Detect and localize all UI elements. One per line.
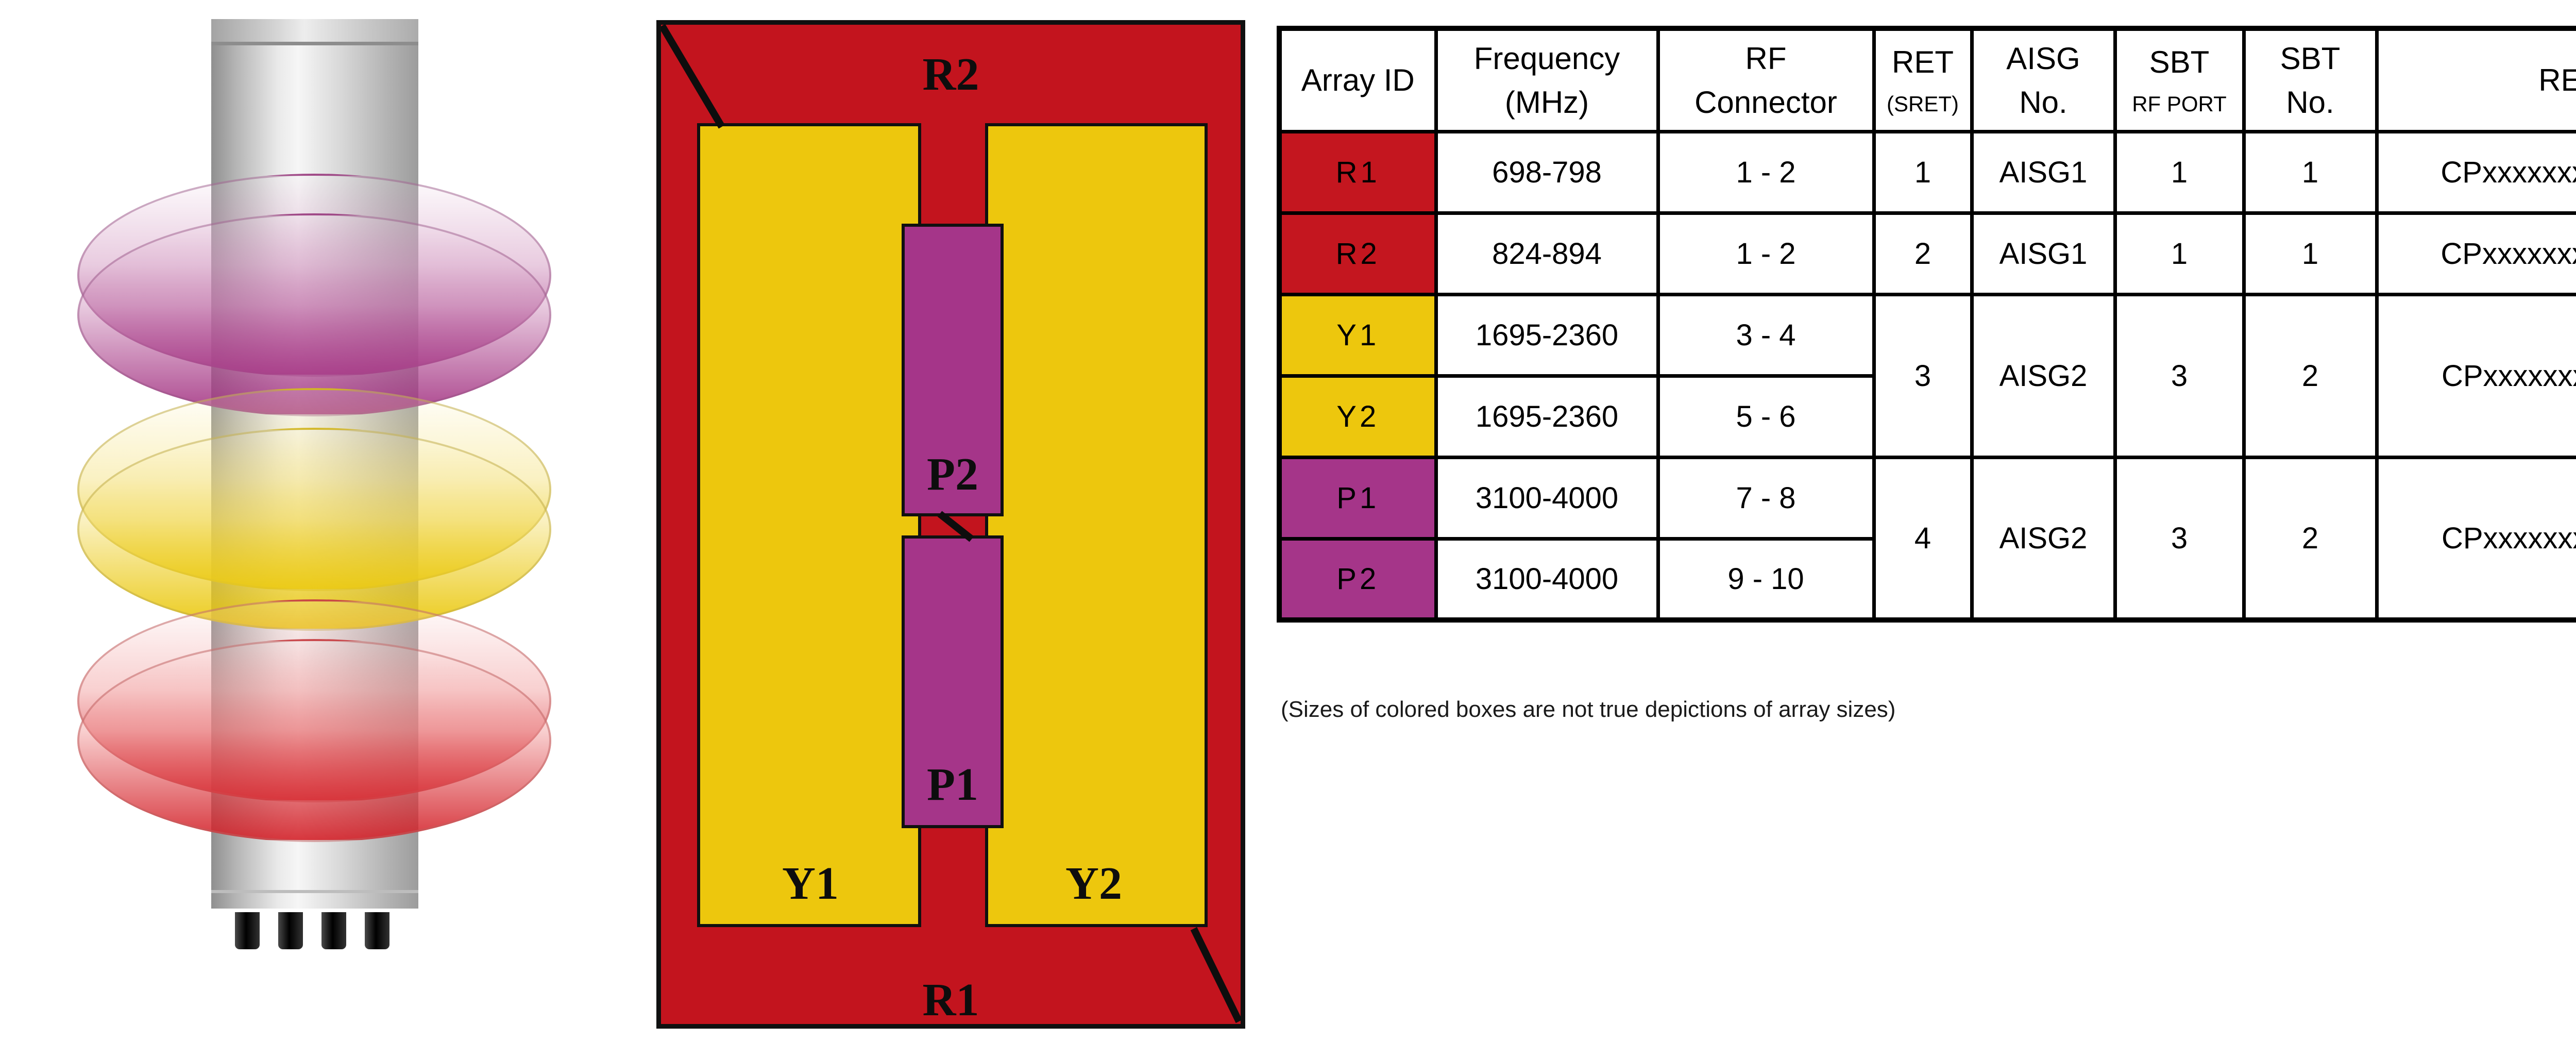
col-header-ret: RET (SRET): [1872, 26, 1974, 133]
connector-pin: [278, 912, 303, 949]
cell-sbt-rf-port-merged: 3: [2113, 292, 2246, 459]
col-header-sbt-no: SBT No.: [2242, 26, 2379, 133]
antenna-cylinder-top-cap: [211, 19, 418, 45]
array-box-p1: [902, 535, 1004, 828]
diagram-label-p2: P2: [927, 449, 978, 500]
cell-frequency: 3100-4000: [1434, 455, 1660, 541]
cell-ret-uid: CPxxxxxxxxxxxxxxxxR2: [2375, 211, 2576, 296]
diagram-label-r1: R1: [922, 975, 979, 1026]
cell-sbt-rf-port: 1: [2113, 211, 2246, 296]
connector-pin: [365, 912, 389, 949]
col-header-ret-uid: RET UID: [2375, 26, 2576, 133]
cell-ret-merged: 4: [1872, 455, 1974, 622]
cell-array-id: R1: [1277, 129, 1438, 215]
cell-frequency: 3100-4000: [1434, 536, 1660, 622]
cell-rf-connector: 5 - 6: [1656, 374, 1876, 459]
diagram-label-p1: P1: [927, 759, 978, 810]
col-header-array-id: Array ID: [1277, 26, 1438, 133]
table-row-r1: R1 698-798 1 - 2 1 AISG1 1 1 CPxxxxxxxxx…: [1277, 129, 2576, 215]
table-row-y1: Y1 1695-2360 3 - 4 3 AISG2 3 2 CPxxxxxxx…: [1277, 292, 2576, 459]
cell-frequency: 698-798: [1434, 129, 1660, 215]
cell-sbt-no: 1: [2242, 211, 2379, 296]
cell-aisg-no-merged: AISG2: [1970, 455, 2117, 622]
antenna-cylinder-bottom-seam: [211, 890, 418, 893]
cell-sbt-rf-port: 1: [2113, 129, 2246, 215]
cell-frequency: 1695-2360: [1434, 292, 1660, 378]
cell-array-id: Y1: [1277, 292, 1438, 378]
cell-ret: 2: [1872, 211, 1974, 296]
cell-rf-connector: 1 - 2: [1656, 211, 1876, 296]
cell-aisg-no: AISG1: [1970, 129, 2117, 215]
cell-ret-uid-merged: CPxxxxxxxxxxxxxxxxP1: [2375, 455, 2576, 622]
cell-array-id: P2: [1277, 536, 1438, 622]
size-disclaimer-caption: (Sizes of colored boxes are not true dep…: [1281, 697, 1896, 722]
cell-array-id: Y2: [1277, 374, 1438, 459]
cell-ret-uid: CPxxxxxxxxxxxxxxxxR1: [2375, 129, 2576, 215]
table-row-y2: Y2 1695-2360 5 - 6: [1277, 374, 2576, 459]
cell-rf-connector: 1 - 2: [1656, 129, 1876, 215]
diagram-label-y2: Y2: [1065, 858, 1122, 909]
array-box-y1: [697, 123, 921, 927]
purple-beam-disc-lower: [77, 213, 551, 416]
cell-array-id: R2: [1277, 211, 1438, 296]
cell-ret: 1: [1872, 129, 1974, 215]
col-header-aisg-no: AISG No.: [1970, 26, 2117, 133]
cell-frequency: 824-894: [1434, 211, 1660, 296]
diagram-label-r2: R2: [922, 49, 979, 100]
cell-sbt-no-merged: 2: [2242, 455, 2379, 622]
diagram-label-y1: Y1: [782, 858, 839, 909]
cell-aisg-no: AISG1: [1970, 211, 2117, 296]
cell-rf-connector: 3 - 4: [1656, 292, 1876, 378]
yellow-beam-disc-lower: [77, 428, 551, 631]
cell-array-id: P1: [1277, 455, 1438, 541]
antenna-illustration: [52, 15, 577, 964]
col-header-rf-connector: RF Connector: [1656, 26, 1876, 133]
cell-frequency: 1695-2360: [1434, 374, 1660, 459]
port-config-table: Array ID Frequency (MHz) RF Connector RET(…: [1277, 26, 2576, 623]
cell-sbt-rf-port-merged: 3: [2113, 455, 2246, 622]
cell-rf-connector: 7 - 8: [1656, 455, 1876, 541]
cell-aisg-no-merged: AISG2: [1970, 292, 2117, 459]
array-layout-diagram: R2 P2 P1 Y1 Y2 R1: [656, 20, 1245, 1029]
cell-ret-merged: 3: [1872, 292, 1974, 459]
connector-pin: [321, 912, 346, 949]
table-header-row: Array ID Frequency (MHz) RF Connector RET(…: [1277, 26, 2576, 133]
table-row-p2: P2 3100-4000 9 - 10: [1277, 536, 2576, 622]
array-box-y2: [985, 123, 1208, 927]
col-header-sbt-rf-port: SBT RF PORT: [2113, 26, 2246, 133]
cell-rf-connector: 9 - 10: [1656, 536, 1876, 622]
cell-sbt-no: 1: [2242, 129, 2379, 215]
col-header-frequency: Frequency (MHz): [1434, 26, 1660, 133]
diagram-annotation-lines: [661, 25, 1241, 1023]
array-box-p2: [902, 224, 1004, 516]
cell-ret-uid-merged: CPxxxxxxxxxxxxxxxxY1: [2375, 292, 2576, 459]
red-beam-disc-lower: [77, 639, 551, 842]
cell-sbt-no-merged: 2: [2242, 292, 2379, 459]
table-row-p1: P1 3100-4000 7 - 8 4 AISG2 3 2 CPxxxxxxx…: [1277, 455, 2576, 622]
connector-pin: [235, 912, 260, 949]
table-row-r2: R2 824-894 1 - 2 2 AISG1 1 1 CPxxxxxxxxx…: [1277, 211, 2576, 296]
